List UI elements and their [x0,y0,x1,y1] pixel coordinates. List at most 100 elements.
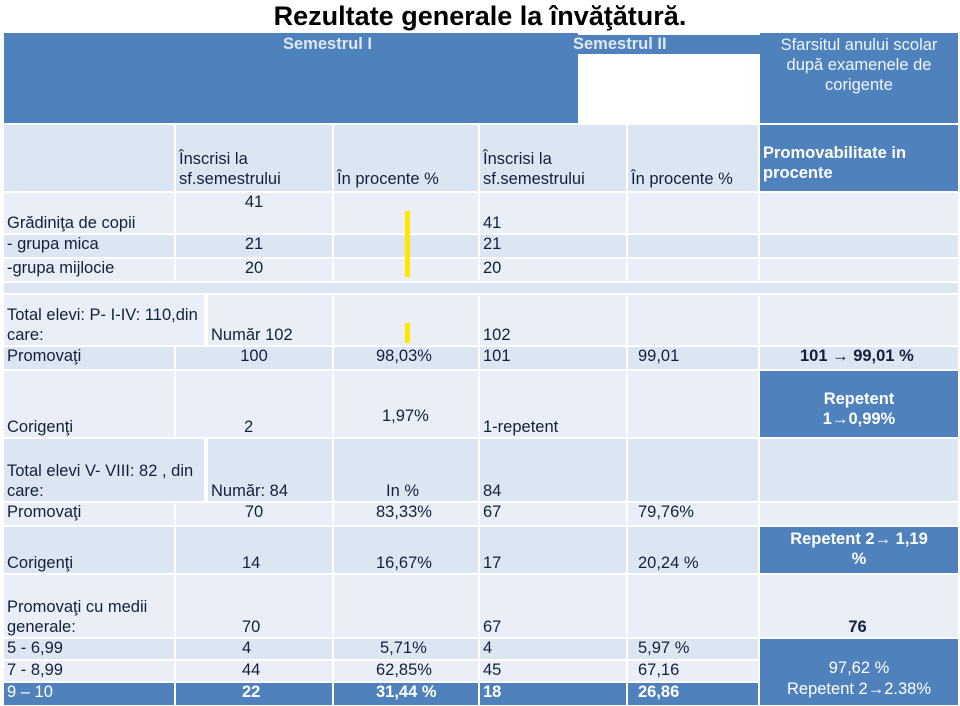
medii-p2 [628,575,758,637]
row-promovati-primar: Promovaţi 100 98,03% 101 99,01 101 → 99,… [4,347,958,369]
header-sem-i: Semestrul I [280,35,480,54]
m9-s1: 22 [176,683,332,705]
label-promovati-primar: Promovaţi [4,347,174,369]
promovati-primar-p2: 99,01 [628,347,758,369]
m5-p1: 5,71% [334,639,478,659]
gradinita-end [760,193,958,233]
grupa-mica-p2 [628,235,758,257]
label-total-primar: Total elevi: P- I-IV: 110,din care: [4,295,204,345]
corigenti-primar-p1: 1,97% [334,371,478,437]
m7-p1: 62,85% [334,661,478,681]
total-primar-s1: Număr 102 [208,295,332,345]
corigenti-gimnaziu-end: Repetent 2→ 1,19 % [760,527,958,573]
label-m7: 7 - 8,99 [4,661,174,681]
corigenti-primar-s1: 2 [176,371,332,437]
total-gimnaziu-p1: In % [334,439,478,501]
corigenti-gimnaziu-p2: 20,24 % [628,527,758,573]
label-corigenti-primar: Corigenţi [4,371,174,437]
corigenti-primar-p2 [628,371,758,437]
grupa-mica-end [760,235,958,257]
grupa-mijlocie-s1: 20 [176,259,332,281]
promovati-gimnaziu-s1: 70 [176,503,332,525]
corigenti-primar-s2: 1-repetent [480,371,626,437]
spacer-1 [4,283,958,293]
gradinita-s1: 41 [176,193,332,233]
promovati-primar-end: 101 → 99,01 % [760,347,958,369]
promovati-gimnaziu-end [760,503,958,525]
yellow-marker-1 [405,211,410,277]
row-grupa-mijlocie: -grupa mijlocie 20 20 [4,259,958,281]
m7-s1: 44 [176,661,332,681]
medii-end: 76 [760,575,958,637]
m9-p2: 26,86 [628,683,758,705]
total-gimnaziu-p2 [628,439,758,501]
label-grupa-mica: - grupa mica [4,235,174,257]
subheader-row: Înscrisi la sf.semestrului În procente %… [4,125,958,191]
label-corigenti-gimnaziu: Corigenţi [4,527,174,573]
promovati-primar-p1: 98,03% [334,347,478,369]
total-gimnaziu-s2: 84 [480,439,626,501]
grupa-mijlocie-s2: 20 [480,259,626,281]
label-promovati-gimnaziu: Promovaţi [4,503,174,525]
page-title: Rezultate generale la învăţătură. [273,1,687,31]
subheader-empty [4,125,174,191]
row-corigenti-gimnaziu: Corigenţi 14 16,67% 17 20,24 % Repetent … [4,527,958,573]
medii-p1 [334,575,478,637]
corigenti-gimnaziu-s2: 17 [480,527,626,573]
m5-s2: 4 [480,639,626,659]
row-promovati-gimnaziu: Promovaţi 70 83,33% 67 79,76% [4,503,958,525]
medii-s1: 70 [176,575,332,637]
row-gradinita: Grădiniţa de copii 41 41 [4,193,958,233]
total-primar-end [760,295,958,345]
m5-s1: 4 [176,639,332,659]
row-grupa-mica: - grupa mica 21 21 [4,235,958,257]
label-grupa-mijlocie: -grupa mijlocie [4,259,174,281]
label-m9: 9 – 10 [4,683,174,705]
label-m5: 5 - 6,99 [4,639,174,659]
grupa-mijlocie-p2 [628,259,758,281]
medii-s2: 67 [480,575,626,637]
m9-p1: 31,44 % [334,683,478,705]
label-medii: Promovaţi cu medii generale: [4,575,174,637]
promovati-primar-s2: 101 [480,347,626,369]
header-row: Semestrul I Semestrul II Sfarsitul anulu… [4,33,958,123]
m7-s2: 45 [480,661,626,681]
total-primar-p2 [628,295,758,345]
total-primar-s2: 102 [480,295,626,345]
end-averages-box: 97,62 % Repetent 2→2.38% [760,639,958,705]
m5-p2: 5,97 % [628,639,758,659]
subheader-procente-1: În procente % [334,125,478,191]
promovati-gimnaziu-p2: 79,76% [628,503,758,525]
row-corigenti-primar: Corigenţi 2 1,97% 1-repetent Repetent 1→… [4,371,958,437]
row-spacer-1 [4,283,958,293]
subheader-inscrisi-1: Înscrisi la sf.semestrului [176,125,332,191]
corigenti-gimnaziu-s1: 14 [176,527,332,573]
yellow-marker-2 [405,323,410,343]
subheader-procente-2: În procente % [628,125,758,191]
promovati-gimnaziu-p1: 83,33% [334,503,478,525]
row-m5: 5 - 6,99 4 5,71% 4 5,97 % [4,639,958,659]
label-total-gimnaziu: Total elevi V- VIII: 82 , din care: [4,439,204,501]
grupa-mica-s1: 21 [176,235,332,257]
m7-p2: 67,16 [628,661,758,681]
row-total-gimnaziu: Total elevi V- VIII: 82 , din care: Numă… [4,439,958,501]
grupa-mijlocie-end [760,259,958,281]
end-averages-pct: 97,62 % [828,659,890,677]
promovati-gimnaziu-s2: 67 [480,503,626,525]
gradinita-s2: 41 [480,193,626,233]
row-m9: 9 – 10 22 31,44 % 18 26,86 [4,683,958,705]
promovati-primar-s1: 100 [176,347,332,369]
row-medii: Promovaţi cu medii generale: 70 67 76 [4,575,958,637]
subheader-inscrisi-2: Înscrisi la sf.semestrului [480,125,626,191]
grupa-mica-s2: 21 [480,235,626,257]
label-gradinita: Grădiniţa de copii [4,193,174,233]
corigenti-gimnaziu-p1: 16,67% [334,527,478,573]
gradinita-p2 [628,193,758,233]
total-gimnaziu-s1: Număr: 84 [208,439,332,501]
header-sem-ii: Semestrul II [570,35,770,54]
row-total-primar: Total elevi: P- I-IV: 110,din care: Numă… [4,295,958,345]
row-m7: 7 - 8,99 44 62,85% 45 67,16 [4,661,958,681]
end-averages-rep: Repetent 2→2.38% [786,680,931,698]
subheader-promovabilitate: Promovabilitate in procente [760,125,958,191]
corigenti-primar-end: Repetent 1→0,99% [760,371,958,437]
